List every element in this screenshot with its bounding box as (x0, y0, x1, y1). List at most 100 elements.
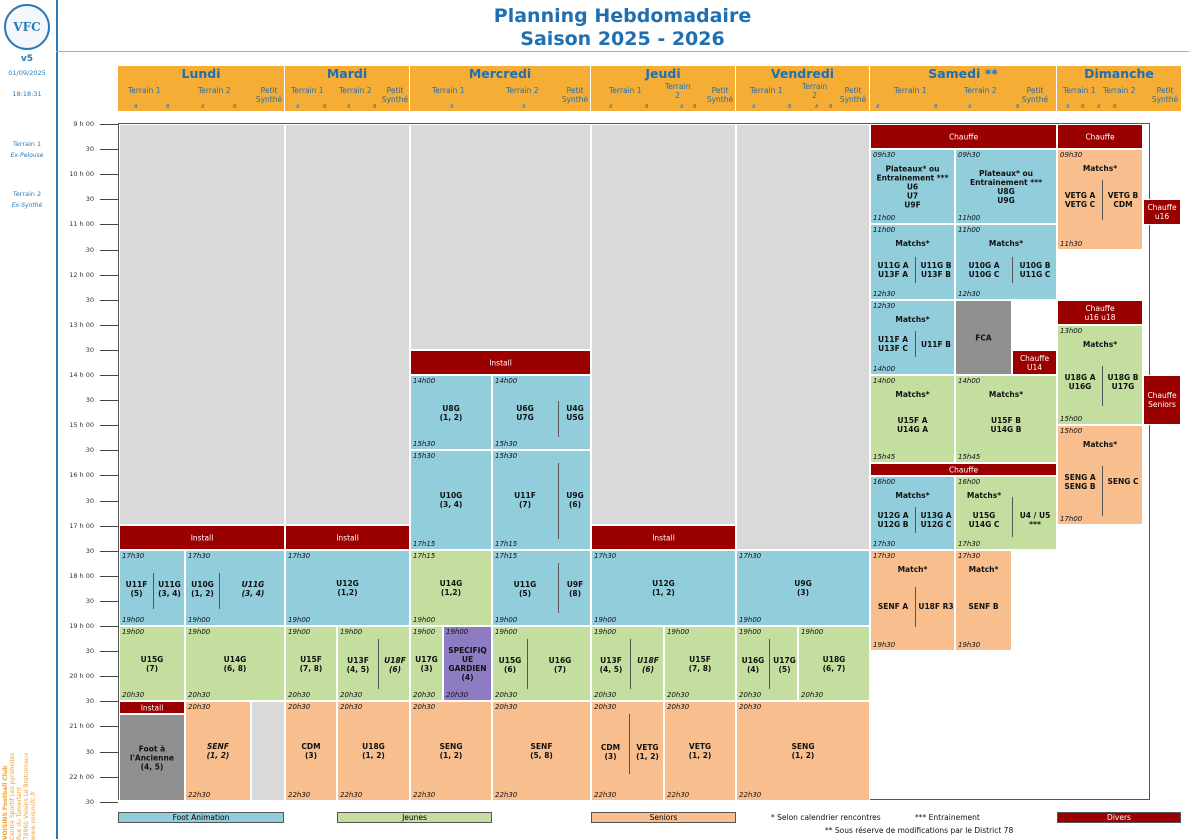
event-block: 14h00 U8G (1, 2) 15h30 (410, 375, 492, 450)
day-header-mercredi: Mercredi Terrain 1 Terrain 2 Petit Synth… (410, 66, 591, 111)
event-block: 20h30 SENF (1, 2) 22h30 (185, 701, 251, 801)
sub-b: B (1016, 104, 1020, 110)
time-tick (100, 324, 118, 326)
time-label: 16 h 00 (69, 471, 94, 480)
sub-a: A (876, 104, 880, 110)
event-block: 15h30 U10G (3, 4) 17h15 (410, 450, 492, 550)
sub-a: A (522, 104, 526, 110)
terrain-label: Terrain 2 (339, 86, 372, 95)
time-label: 30 (85, 396, 94, 405)
terrain-label: Terrain 1 (894, 86, 927, 95)
event-block: 19h00 U18G (6, 7) 20h30 (798, 626, 870, 701)
time-tick (100, 199, 118, 201)
legend-terrain1-type: Ex-Pelouse (10, 152, 44, 159)
time-label: 30 (85, 345, 94, 354)
terrain-label: Petit Synthé (381, 86, 409, 104)
time-label: 30 (85, 747, 94, 756)
event-block: 20h30 CDM (3) VETG (1, 2) 22h30 (591, 701, 664, 801)
sub-a: A (134, 104, 138, 110)
time-label: 17 h 00 (69, 521, 94, 530)
time-tick (100, 400, 118, 402)
sub-a: A (1097, 104, 1101, 110)
event-block: 17h30 Match* SENF B 19h30 (955, 550, 1012, 651)
legend-note-calendar: * Selon calendrier rencontres (771, 813, 881, 822)
event-block: 19h00 U15F (7, 8) 20h30 (285, 626, 337, 701)
time-tick (100, 651, 118, 653)
time-tick (100, 124, 118, 125)
day-name: Mardi (326, 66, 368, 81)
time-label: 20 h 00 (69, 672, 94, 681)
time-label: 30 (85, 797, 94, 806)
legend-terrain1: Terrain 1 (12, 140, 42, 148)
chauffe-block: Chauffe (1057, 124, 1143, 149)
terrain-label: Petit Synthé (1151, 86, 1179, 104)
event-block: 17h30 Match* SENF A U18F R3 19h30 (870, 550, 955, 651)
terrain-label: Terrain 2 (964, 86, 997, 95)
event-block: 09h30 Matchs* VETG A VETG C VETG B CDM 1… (1057, 149, 1143, 250)
event-block: 17h30 U12G (1, 2) 19h00 (591, 550, 736, 626)
print-time: 18:18:31 (12, 90, 42, 98)
time-label: 18 h 00 (69, 571, 94, 580)
event-block: 19h00 U15F (7, 8) 20h30 (664, 626, 736, 701)
sub-b: B (934, 104, 938, 110)
time-tick (100, 249, 118, 251)
time-tick (100, 274, 118, 276)
time-tick (100, 224, 118, 226)
time-label: 30 (85, 496, 94, 505)
sub-a: A (296, 104, 300, 110)
day-name: Lundi (181, 66, 221, 81)
sub-a: A (201, 104, 205, 110)
chauffe-block: Chauffe U14 (1012, 350, 1057, 375)
page-subtitle: Saison 2025 - 2026 (520, 28, 725, 50)
time-tick (100, 149, 118, 151)
time-tick (100, 425, 118, 427)
event-block: 14h00 U6G U7G U4G U5G 15h30 (492, 375, 591, 450)
unused-slot (119, 124, 285, 525)
page-title: Planning Hebdomadaire (493, 5, 752, 27)
time-tick (100, 600, 118, 602)
sub-a: A (815, 104, 819, 110)
legend-jeunes: Jeunes (337, 812, 492, 823)
sub-b: B (166, 104, 170, 110)
terrain-label: Terrain 1 (609, 86, 642, 95)
time-tick (100, 575, 118, 577)
time-tick (100, 349, 118, 351)
chauffe-block: Chauffe u16 (1143, 199, 1181, 225)
left-sidebar: VFC v5 01/09/2025 18:18:31 Terrain 1 Ex-… (0, 0, 58, 840)
time-label: 11 h 00 (69, 220, 94, 229)
unused-slot (285, 124, 410, 525)
day-header-vendredi: Vendredi Terrain 1 Terrain 2 Petit Synth… (736, 66, 870, 111)
time-label: 30 (85, 295, 94, 304)
sub-b: B (788, 104, 792, 110)
day-name: Mercredi (468, 66, 532, 81)
legend-divers: Divers (1057, 812, 1181, 823)
unused-slot (251, 701, 285, 801)
terrain-label: Terrain 2 (665, 82, 691, 100)
day-header-jeudi: Jeudi Terrain 1 Terrain 2 Petit Synthé (591, 66, 736, 111)
sub-b: B (323, 104, 327, 110)
sub-a: A (968, 104, 972, 110)
time-label: 22 h 00 (69, 772, 94, 781)
time-label: 21 h 00 (69, 722, 94, 731)
day-name: Dimanche (1084, 66, 1154, 81)
terrain-label: Petit Synthé (706, 86, 734, 104)
time-tick (100, 375, 118, 376)
terrain-label: Petit Synthé (561, 86, 589, 104)
sub-b: B (233, 104, 237, 110)
time-tick (100, 174, 118, 176)
logo-text: VFC (13, 20, 41, 34)
event-block: 11h00 Matchs* U11G A U13F A U11G B U13F … (870, 224, 955, 300)
time-label: 14 h 00 (69, 371, 94, 379)
event-block: 17h30 U11F (5) U11G (3, 4) 19h00 (119, 550, 185, 626)
event-block: 17h30 U9G (3) 19h00 (736, 550, 870, 626)
time-tick (100, 525, 118, 527)
terrain-label: Terrain 1 (128, 86, 161, 95)
club-address: VOISINS Football Club Centre Sportif Les… (2, 690, 52, 840)
install-block: Install (119, 525, 285, 550)
terrain-label: Terrain 1 (291, 86, 324, 95)
event-block: 19h00 U15G (6) U16G (7) 20h30 (492, 626, 591, 701)
terrain-label: Terrain 1 (1063, 86, 1096, 95)
time-label: 9 h 00 (73, 120, 94, 128)
time-label: 30 (85, 446, 94, 455)
event-block: 19h00 U17G (3) 20h30 (410, 626, 443, 701)
